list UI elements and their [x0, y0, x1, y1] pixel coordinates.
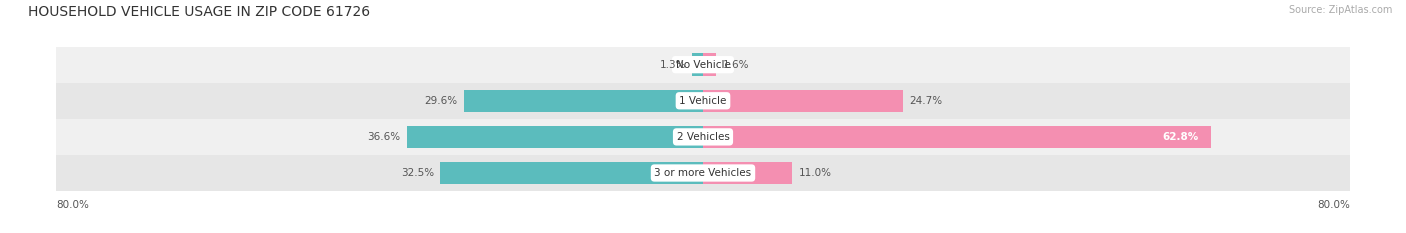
- Text: 36.6%: 36.6%: [367, 132, 401, 142]
- Bar: [464, 89, 703, 112]
- Bar: [693, 53, 703, 76]
- Bar: [440, 162, 703, 184]
- Bar: [703, 162, 792, 184]
- Text: 32.5%: 32.5%: [401, 168, 434, 178]
- Bar: [56, 47, 1350, 83]
- Bar: [703, 89, 903, 112]
- Bar: [56, 83, 1350, 119]
- Bar: [56, 119, 1350, 155]
- Text: 2 Vehicles: 2 Vehicles: [676, 132, 730, 142]
- Text: 3 or more Vehicles: 3 or more Vehicles: [654, 168, 752, 178]
- Text: Source: ZipAtlas.com: Source: ZipAtlas.com: [1288, 5, 1392, 15]
- Text: 80.0%: 80.0%: [56, 200, 89, 210]
- Text: No Vehicle: No Vehicle: [675, 60, 731, 70]
- Text: 1.6%: 1.6%: [723, 60, 749, 70]
- Text: 29.6%: 29.6%: [425, 96, 457, 106]
- Text: 11.0%: 11.0%: [799, 168, 831, 178]
- Text: 24.7%: 24.7%: [910, 96, 942, 106]
- Bar: [703, 126, 1211, 148]
- Text: 1.3%: 1.3%: [659, 60, 686, 70]
- Bar: [56, 155, 1350, 191]
- Text: HOUSEHOLD VEHICLE USAGE IN ZIP CODE 61726: HOUSEHOLD VEHICLE USAGE IN ZIP CODE 6172…: [28, 5, 370, 19]
- Text: 62.8%: 62.8%: [1163, 132, 1198, 142]
- Bar: [703, 53, 716, 76]
- Text: 1 Vehicle: 1 Vehicle: [679, 96, 727, 106]
- Text: 80.0%: 80.0%: [1317, 200, 1350, 210]
- Bar: [408, 126, 703, 148]
